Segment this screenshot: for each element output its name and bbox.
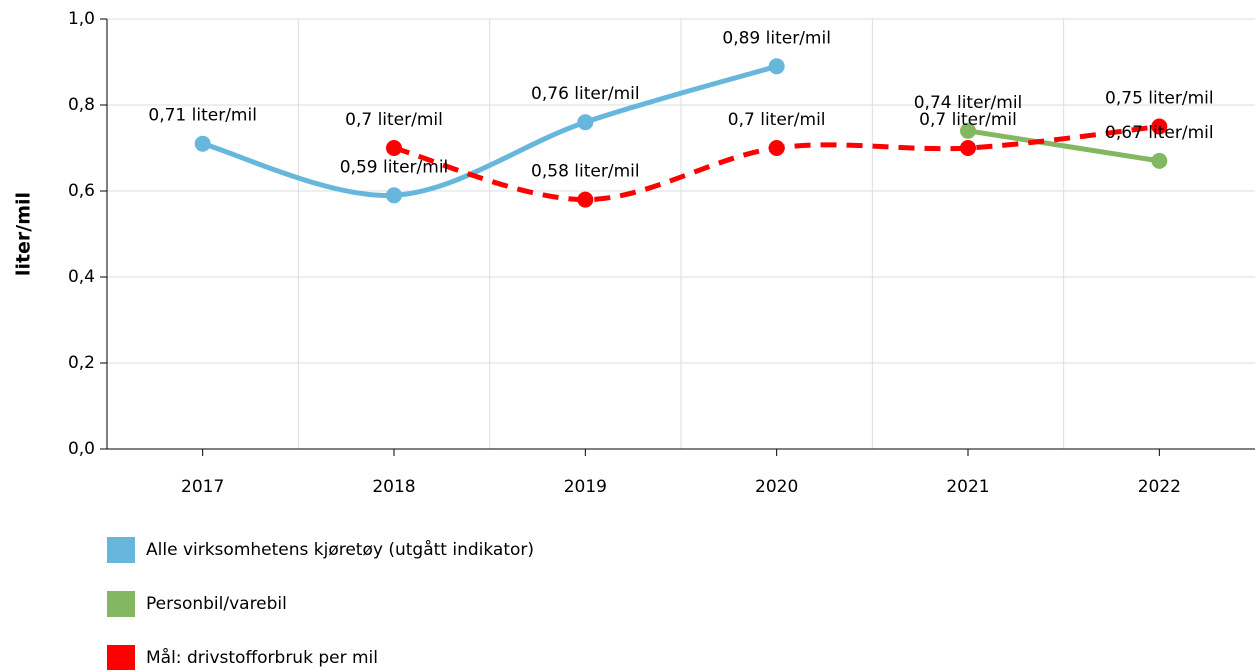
- y-tick-label: 0,6: [68, 181, 95, 201]
- y-tick-label: 0,4: [68, 267, 95, 287]
- data-label: 0,59 liter/mil: [340, 157, 449, 177]
- legend-label: Personbil/varebil: [146, 594, 287, 614]
- legend-swatch: [107, 591, 135, 617]
- data-label: 0,7 liter/mil: [919, 110, 1017, 130]
- data-label: 0,75 liter/mil: [1105, 89, 1214, 109]
- point: [768, 58, 785, 75]
- point: [577, 191, 594, 208]
- point: [960, 140, 976, 156]
- point: [1151, 118, 1168, 135]
- x-tick-label: 2018: [372, 477, 415, 497]
- data-label: 0,58 liter/mil: [531, 162, 640, 182]
- data-label: 0,89 liter/mil: [722, 28, 831, 48]
- point: [960, 122, 976, 139]
- grid: [107, 18, 1255, 450]
- x-tick-label: 2020: [755, 477, 798, 497]
- y-tick-label: 0,2: [68, 353, 95, 373]
- legend-label: Alle virksomhetens kjøretøy (utgått indi…: [146, 539, 534, 560]
- data-label: 0,71 liter/mil: [148, 106, 257, 126]
- x-tick-label: 2022: [1138, 477, 1181, 497]
- point: [577, 114, 594, 131]
- data-label: 0,7 liter/mil: [728, 110, 826, 130]
- data-label: 0,67 liter/mil: [1105, 123, 1214, 143]
- data-label: 0,7 liter/mil: [345, 110, 443, 130]
- legend-label: Mål: drivstofforbruk per mil: [146, 647, 378, 668]
- x-tick-label: 2019: [564, 477, 607, 497]
- y-tick-label: 0,0: [68, 439, 95, 459]
- point: [194, 135, 211, 152]
- y-tick-label: 0,8: [68, 95, 95, 115]
- data-label: 0,74 liter/mil: [914, 93, 1023, 113]
- data-label: 0,76 liter/mil: [531, 84, 640, 104]
- y-axis-label: liter/mil: [13, 192, 35, 276]
- x-tick-label: 2021: [946, 477, 989, 497]
- series-line: [967, 128, 1160, 164]
- legend-swatch: [107, 537, 135, 563]
- legend-swatch: [107, 645, 135, 670]
- point: [386, 140, 402, 156]
- point: [768, 140, 785, 156]
- point: [386, 187, 402, 204]
- point: [1151, 152, 1168, 169]
- series-line: [393, 124, 1160, 203]
- series-line: [202, 63, 778, 198]
- x-tick-label: 2017: [181, 477, 224, 497]
- y-tick-label: 1,0: [68, 9, 95, 29]
